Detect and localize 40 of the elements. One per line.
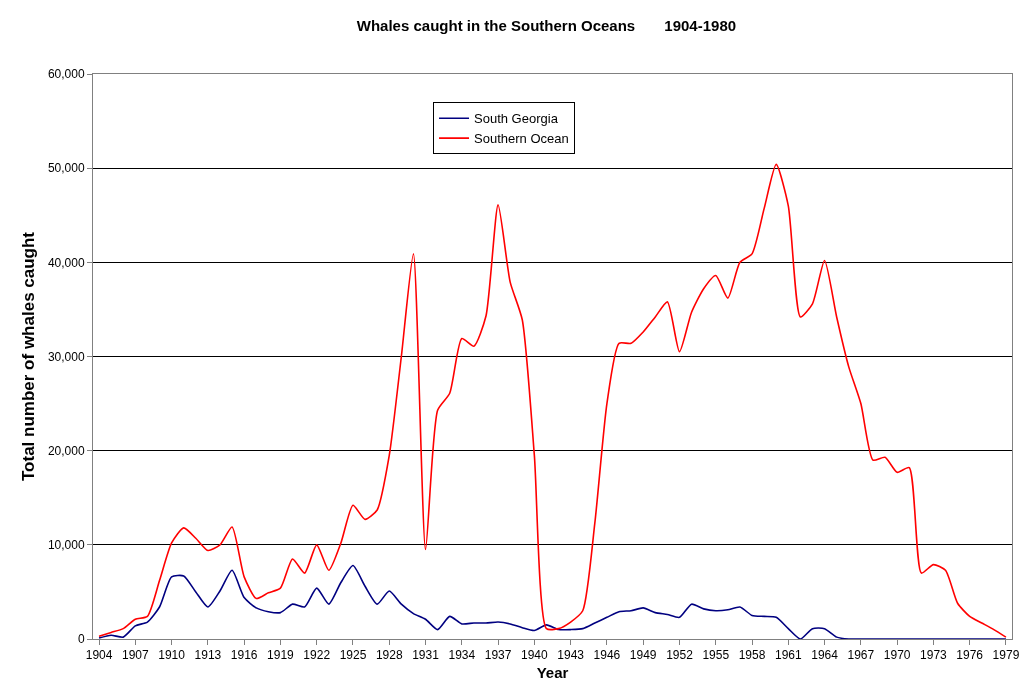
x-tick-label: 1955	[702, 648, 730, 663]
x-tick-label: 1937	[484, 648, 512, 663]
line-series	[98, 163, 1007, 638]
y-tick-label: 40,000	[47, 255, 85, 270]
x-tick-label: 1946	[593, 648, 621, 663]
y-tick-label: 10,000	[47, 538, 85, 553]
x-tick-label: 1943	[557, 648, 585, 663]
y-tick-label: 60,000	[47, 67, 85, 82]
x-tick-label: 1907	[121, 648, 149, 663]
x-tick-label: 1964	[811, 648, 839, 663]
x-tick-label: 1931	[412, 648, 440, 663]
x-axis-title: Year	[536, 664, 569, 682]
x-tick-label: 1928	[375, 648, 403, 663]
legend-label: South Georgia	[474, 111, 559, 127]
x-tick-label: 1934	[448, 648, 476, 663]
y-axis-title: Total number of whales caught	[19, 231, 39, 482]
x-tick-label: 1958	[738, 648, 766, 663]
x-tick-label: 1922	[303, 648, 331, 663]
x-tick-label: 1919	[267, 648, 295, 663]
x-tick-label: 1940	[521, 648, 549, 663]
x-tick-label: 1949	[629, 648, 657, 663]
line-series	[98, 564, 1007, 639]
legend-label: Southern Ocean	[474, 131, 569, 147]
x-tick-label: 1961	[774, 648, 802, 663]
x-tick-label: 1904	[85, 648, 113, 663]
y-tick-label: 20,000	[47, 443, 85, 458]
x-tick-label: 1979	[992, 648, 1020, 663]
x-tick-label: 1916	[230, 648, 258, 663]
chart-title: Whales caught in the Southern Oceans 1904-1980	[356, 17, 737, 35]
x-tick-label: 1952	[666, 648, 694, 663]
x-tick-label: 1910	[158, 648, 186, 663]
x-tick-label: 1973	[920, 648, 948, 663]
x-tick-label: 1976	[956, 648, 984, 663]
y-tick-label: 50,000	[47, 161, 85, 176]
x-tick-label: 1970	[883, 648, 911, 663]
x-tick-label: 1913	[194, 648, 222, 663]
x-tick-label: 1967	[847, 648, 875, 663]
y-tick-label: 30,000	[47, 349, 85, 364]
x-tick-label: 1925	[339, 648, 367, 663]
y-tick-label: 0	[77, 632, 85, 647]
